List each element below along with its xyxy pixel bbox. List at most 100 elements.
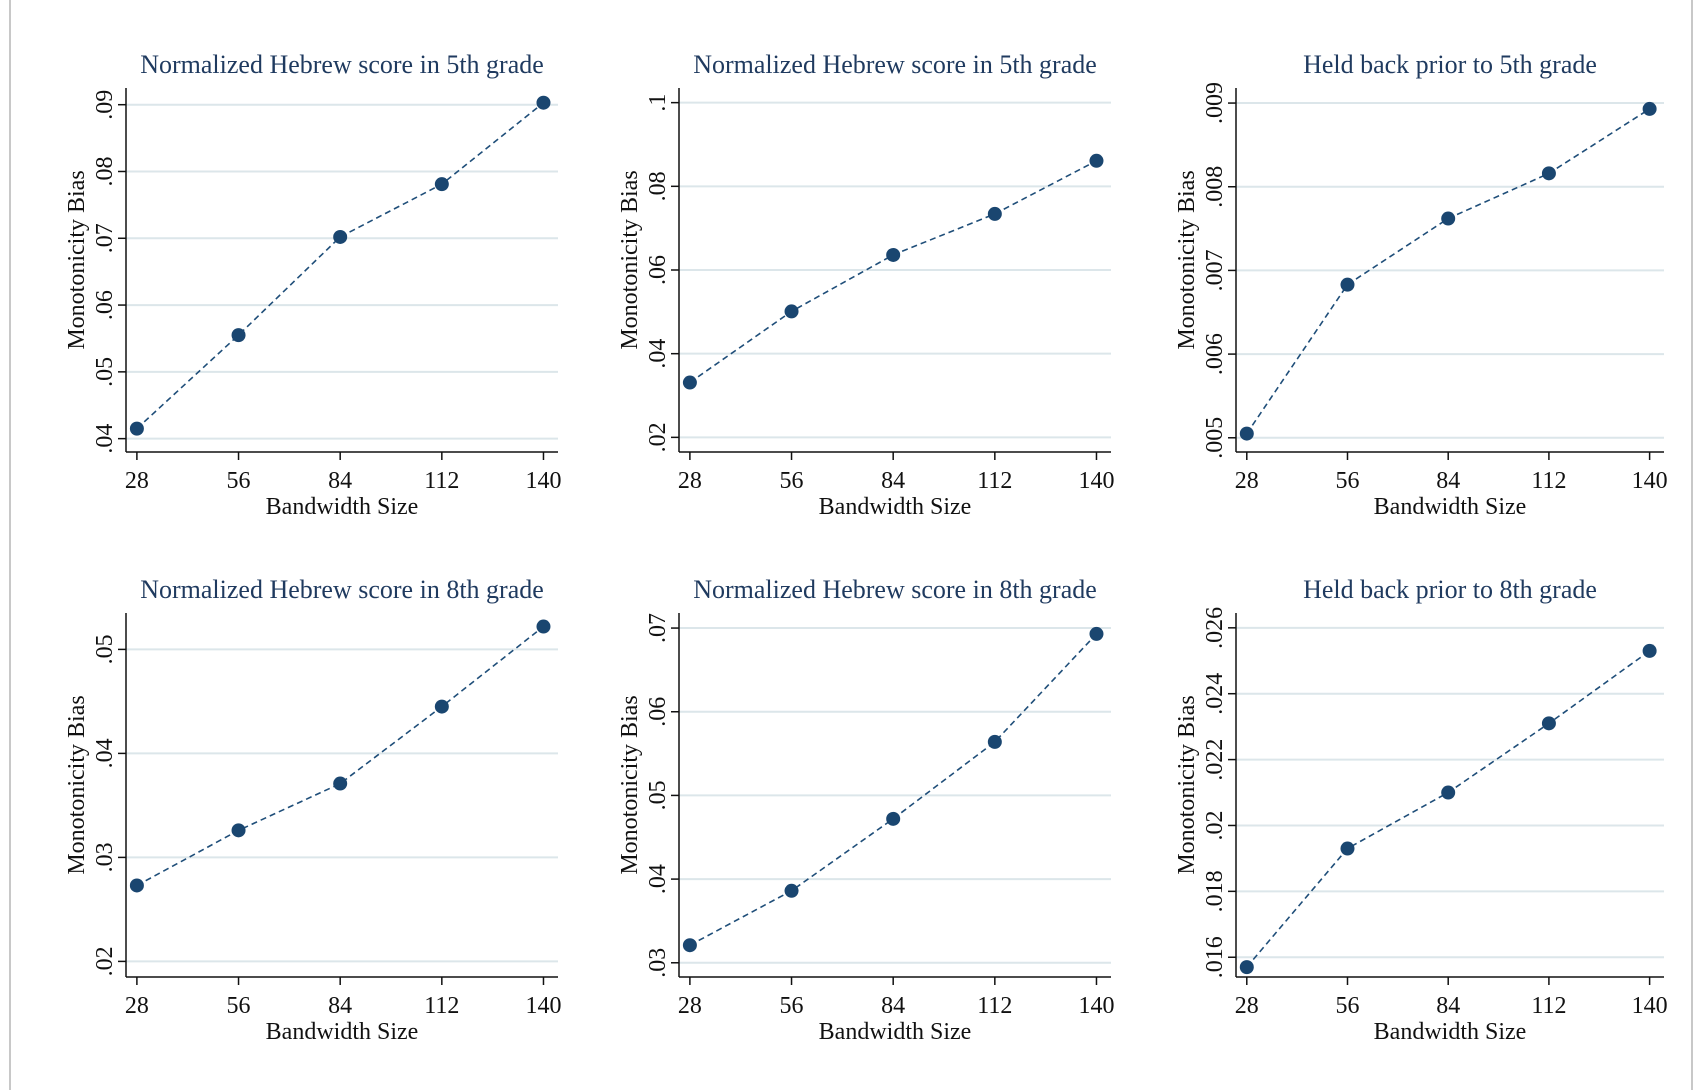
x-tick-label: 112 xyxy=(1531,468,1566,494)
data-point xyxy=(231,823,246,838)
x-tick-label: 84 xyxy=(881,993,905,1019)
data-point xyxy=(1441,211,1456,226)
x-tick-label: 140 xyxy=(525,468,561,494)
y-tick-label: .05 xyxy=(92,634,118,664)
x-axis-label: Bandwidth Size xyxy=(1374,1019,1527,1045)
y-tick-label: .008 xyxy=(1202,166,1228,208)
x-tick-label: 28 xyxy=(1235,993,1259,1019)
x-tick-label: 28 xyxy=(678,993,702,1019)
x-axis-label: Bandwidth Size xyxy=(819,494,972,520)
data-point xyxy=(886,811,901,826)
x-tick-label: 56 xyxy=(780,468,804,494)
x-tick-label: 84 xyxy=(328,468,352,494)
y-tick-label: .02 xyxy=(92,946,118,976)
x-tick-label: 56 xyxy=(1335,993,1359,1019)
x-tick-label: 28 xyxy=(678,468,702,494)
data-point xyxy=(682,375,697,390)
y-tick-label: .02 xyxy=(1202,810,1228,840)
y-tick-label: .04 xyxy=(92,424,118,454)
x-axis-label: Bandwidth Size xyxy=(266,1019,419,1045)
x-tick-label: 140 xyxy=(1078,468,1114,494)
x-tick-label: 84 xyxy=(1436,468,1460,494)
y-axis-label: Monotonicity Bias xyxy=(1174,695,1200,874)
chart-panel-5: .03 .04 .05 .06 .07 28 56 84 112 140 Normalized He… xyxy=(617,575,1114,1045)
x-tick-label: 28 xyxy=(1235,468,1259,494)
y-tick-label: .08 xyxy=(92,156,118,186)
data-point xyxy=(1541,716,1556,731)
y-tick-label: .016 xyxy=(1202,936,1228,978)
y-axis-label: Monotonicity Bias xyxy=(617,170,643,349)
data-point xyxy=(1089,153,1104,168)
y-tick-label: .07 xyxy=(645,613,671,643)
x-tick-label: 140 xyxy=(1078,993,1114,1019)
x-axis-label: Bandwidth Size xyxy=(819,1019,972,1045)
y-tick-label: .06 xyxy=(645,255,671,285)
y-tick-label: .04 xyxy=(645,339,671,369)
series-line xyxy=(136,102,545,430)
x-tick-label: 140 xyxy=(1632,993,1668,1019)
y-tick-label: .09 xyxy=(92,90,118,120)
data-point xyxy=(1541,166,1556,181)
data-point xyxy=(784,304,799,319)
data-point xyxy=(886,247,901,262)
x-tick-label: 56 xyxy=(227,993,251,1019)
data-point xyxy=(1642,643,1657,658)
data-point xyxy=(1340,277,1355,292)
x-tick-label: 84 xyxy=(1436,993,1460,1019)
y-tick-label: .005 xyxy=(1202,417,1228,459)
data-point xyxy=(231,328,246,343)
y-tick-label: .05 xyxy=(645,780,671,810)
y-tick-label: .08 xyxy=(645,171,671,201)
x-tick-label: 112 xyxy=(977,993,1012,1019)
data-point xyxy=(434,177,449,192)
y-axis-label: Monotonicity Bias xyxy=(617,695,643,874)
chart-panel-1: .04 .05 .06 .07 .08 .09 28 56 84 112 140 Normalized… xyxy=(64,50,561,520)
data-point xyxy=(682,938,697,953)
x-tick-label: 28 xyxy=(125,468,149,494)
data-point xyxy=(1340,841,1355,856)
data-point xyxy=(129,878,144,893)
chart-panel-4: .02 .03 .04 .05 28 56 84 112 140 Normalized Hebre… xyxy=(64,575,561,1045)
y-tick-label: .06 xyxy=(92,290,118,320)
data-point xyxy=(1441,785,1456,800)
data-point xyxy=(784,883,799,898)
y-tick-label: .06 xyxy=(645,697,671,727)
y-axis-label: Monotonicity Bias xyxy=(1174,170,1200,349)
data-point xyxy=(129,421,144,436)
y-tick-label: .007 xyxy=(1202,249,1228,291)
x-tick-label: 84 xyxy=(881,468,905,494)
x-axis-label: Bandwidth Size xyxy=(1374,494,1527,520)
chart-title: Held back prior to 5th grade xyxy=(1303,50,1597,79)
y-tick-label: .03 xyxy=(92,842,118,872)
y-tick-label: .05 xyxy=(92,357,118,387)
y-tick-label: .02 xyxy=(645,422,671,452)
x-tick-label: 112 xyxy=(977,468,1012,494)
y-axis-label: Monotonicity Bias xyxy=(64,170,90,349)
chart-title: Normalized Hebrew score in 8th grade xyxy=(693,575,1097,604)
x-tick-label: 84 xyxy=(328,993,352,1019)
data-point xyxy=(1089,626,1104,641)
x-tick-label: 28 xyxy=(125,993,149,1019)
x-tick-label: 112 xyxy=(1531,993,1566,1019)
data-point xyxy=(333,229,348,244)
y-tick-label: .026 xyxy=(1202,607,1228,649)
x-tick-label: 140 xyxy=(1632,468,1668,494)
y-tick-label: .1 xyxy=(645,94,671,112)
y-tick-label: .07 xyxy=(92,223,118,253)
y-tick-label: .04 xyxy=(92,738,118,768)
y-axis-label: Monotonicity Bias xyxy=(64,695,90,874)
data-point xyxy=(434,699,449,714)
data-point xyxy=(536,619,551,634)
y-tick-label: .04 xyxy=(645,864,671,894)
data-point xyxy=(1642,101,1657,116)
x-tick-label: 56 xyxy=(780,993,804,1019)
data-point xyxy=(536,95,551,110)
data-point xyxy=(1239,426,1254,441)
chart-title: Normalized Hebrew score in 8th grade xyxy=(140,575,544,604)
y-tick-label: .006 xyxy=(1202,333,1228,375)
y-tick-label: .009 xyxy=(1202,82,1228,124)
x-tick-label: 56 xyxy=(227,468,251,494)
x-tick-label: 140 xyxy=(525,993,561,1019)
data-point xyxy=(987,206,1002,221)
